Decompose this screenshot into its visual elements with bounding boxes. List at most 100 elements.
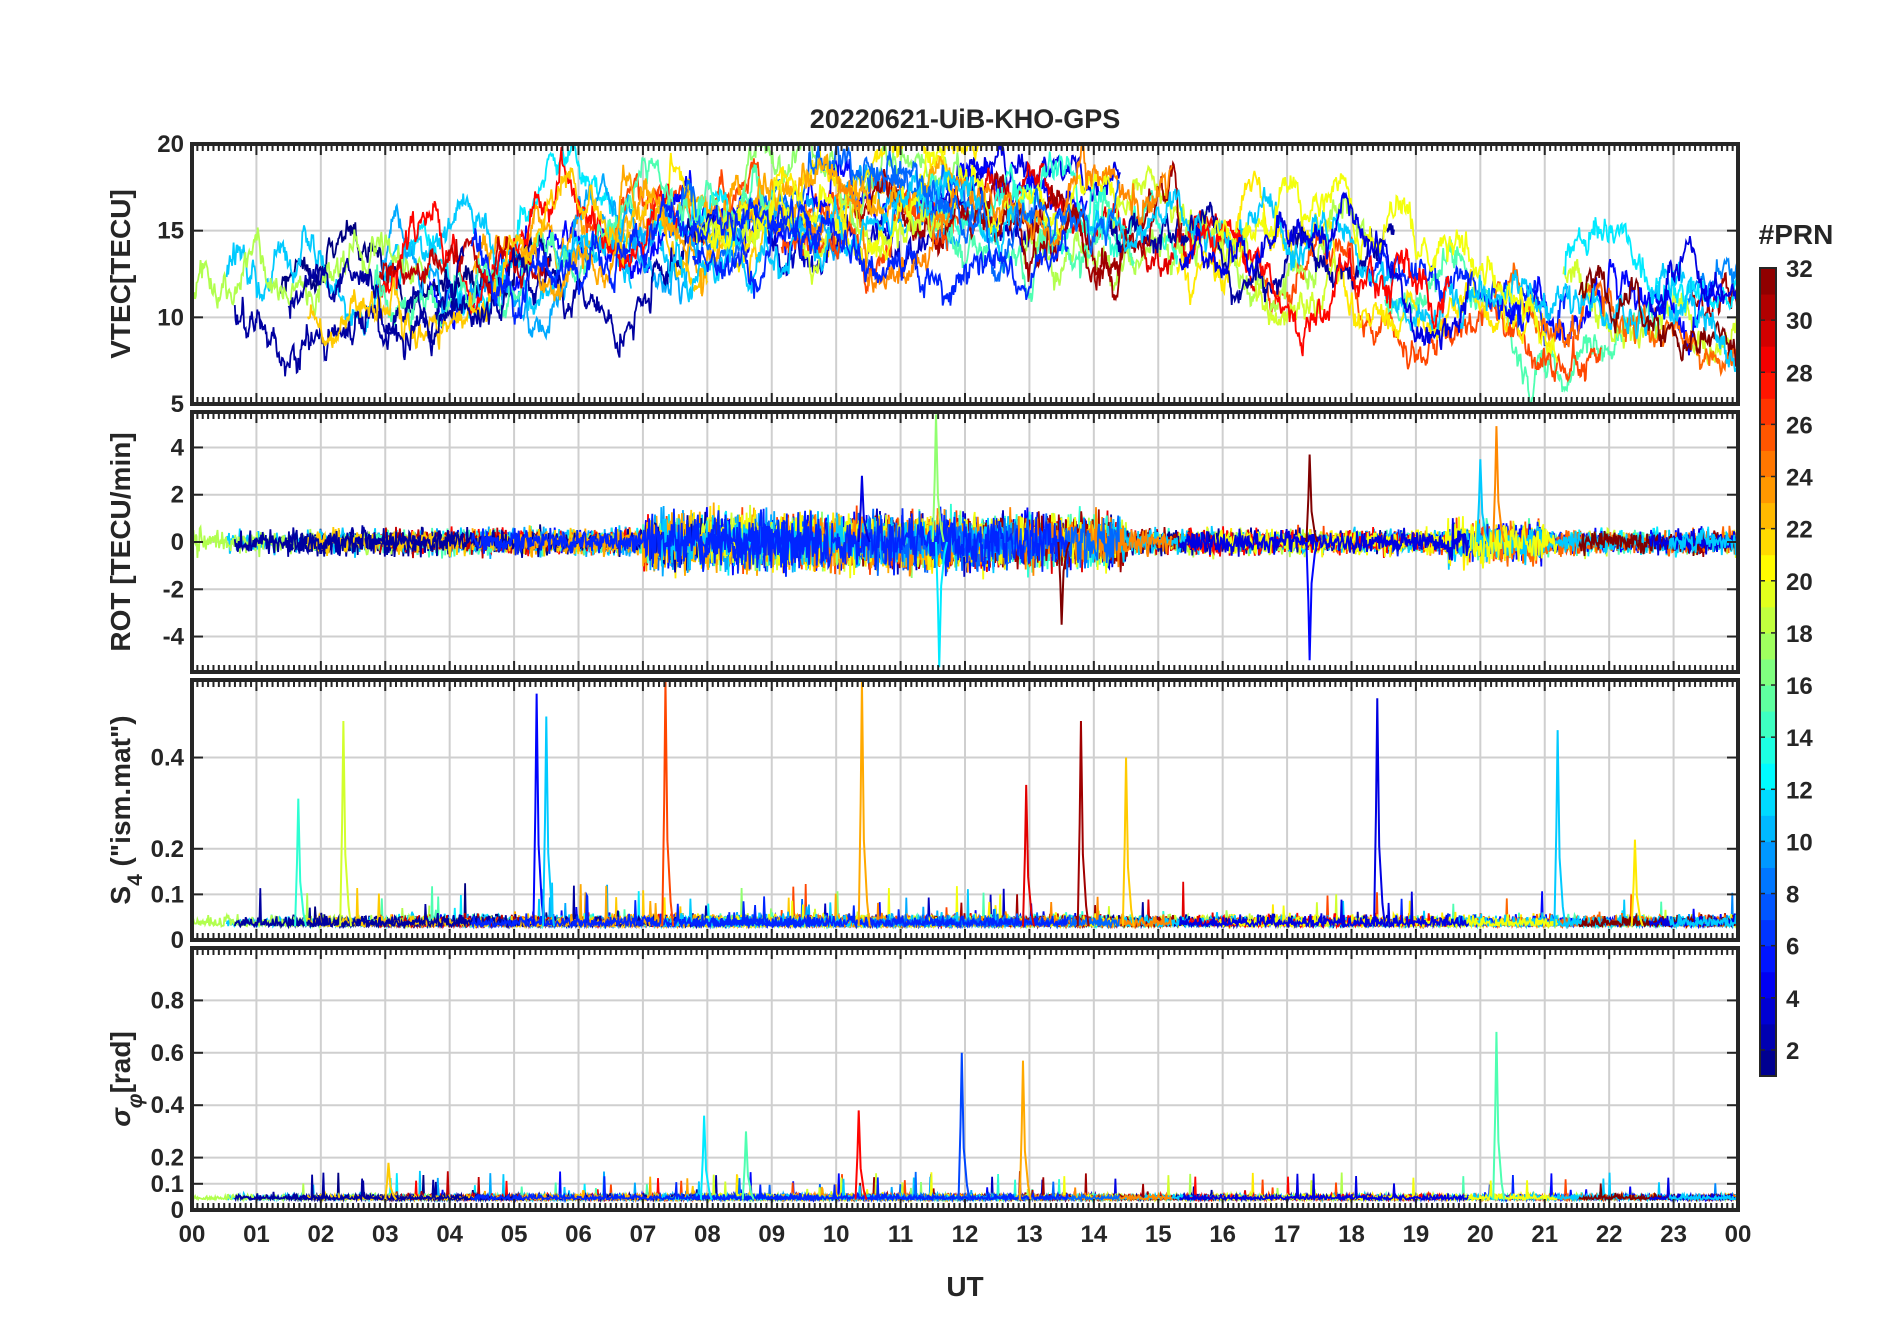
y-tick-label: 2 [171, 482, 184, 509]
spike-mark [294, 798, 307, 927]
y-axis-label-rot: ROT [TECU/min] [105, 432, 136, 651]
colorbar-segment [1760, 945, 1776, 973]
colorbar-tick-label: 8 [1786, 882, 1799, 909]
colorbar-segment [1760, 997, 1776, 1025]
series-line-prn-4 [1648, 235, 1738, 318]
series-line-prn-4 [1179, 891, 1469, 930]
colorbar-segment [1760, 737, 1776, 764]
series-line-prn-4 [1179, 191, 1470, 350]
colorbar-tick-label: 16 [1786, 673, 1813, 700]
spike-mark [1373, 698, 1386, 927]
series-line-prn-32 [1578, 1183, 1738, 1203]
series-line-prn-11 [1668, 913, 1738, 930]
colorbar-segment [1760, 372, 1776, 399]
colorbar-segment [1760, 1023, 1776, 1051]
series-line-prn-10 [554, 164, 975, 305]
panel-sigma: 00.10.2 0.4 0.6 0.8σφ[rad] [105, 946, 1740, 1224]
traces-sigma [192, 1031, 1738, 1204]
spike-mark [1492, 1031, 1506, 1200]
series-line-prn-6 [692, 896, 1069, 930]
series-line-prn-6 [692, 210, 1069, 306]
colorbar-segment [1760, 346, 1776, 373]
y-tick-label: 0.4 [151, 1092, 185, 1119]
colorbar-segment [1760, 763, 1776, 790]
spike-mark [1018, 1060, 1032, 1200]
colorbar-segment [1760, 554, 1776, 582]
colorbar-segment [1760, 711, 1776, 738]
x-tick-label: 17 [1274, 1221, 1301, 1248]
colorbar-segment [1760, 528, 1776, 556]
y-tick-label: 10 [157, 304, 184, 331]
y-axis-label-s4: S4 ("ism.mat") [105, 715, 147, 904]
series-line-prn-2 [287, 205, 718, 361]
chart-title: 20220621-UiB-KHO-GPS [810, 104, 1121, 134]
spike-mark [857, 475, 871, 543]
x-tick-label: 06 [565, 1221, 592, 1248]
spike-mark [1121, 757, 1135, 927]
spike-mark [1630, 839, 1644, 927]
spike-mark [1305, 454, 1319, 543]
y-tick-label: 0.1 [151, 1171, 184, 1198]
y-tick-label: 5 [171, 391, 184, 418]
colorbar-tick-label: 26 [1786, 412, 1813, 439]
colorbar-tick-label: 18 [1786, 621, 1813, 648]
x-tick-label: 03 [372, 1221, 399, 1248]
series-line-prn-9 [1687, 256, 1738, 306]
colorbar-segment [1760, 476, 1776, 504]
colorbar-segment [1760, 294, 1776, 321]
x-tick-label: 14 [1080, 1221, 1107, 1248]
spike-mark [935, 541, 948, 668]
colorbar-tick-label: 12 [1786, 777, 1813, 804]
series-line-prn-20 [710, 144, 1120, 270]
series-line-prn-28 [377, 146, 679, 317]
series-line-prn-11 [1668, 1191, 1738, 1202]
series-line-prn-6 [470, 193, 822, 325]
colorbar-segment [1760, 398, 1776, 425]
colorbar-tick-label: 30 [1786, 308, 1813, 335]
panel-s4: 0 0.1 0.2 0.4S4 ("ism.mat") [105, 678, 1740, 954]
series-line-prn-2 [287, 1172, 718, 1203]
y-axis-label-vtec: VTEC[TECU] [105, 189, 136, 359]
series-line-prn-30 [378, 236, 550, 296]
spike-mark [1057, 541, 1071, 625]
spike-mark [384, 1162, 398, 1201]
panel-rot: -4 -2 0 2 4 ROT [TECU/min] [105, 410, 1740, 674]
y-tick-label: 0.8 [151, 987, 184, 1014]
x-tick-label: 01 [243, 1221, 270, 1248]
x-tick-label: 11 [888, 1221, 913, 1248]
y-tick-label: 0 [171, 927, 184, 954]
x-tick-label: 16 [1209, 1221, 1236, 1248]
spike-mark [741, 1131, 755, 1200]
colorbar-segment [1760, 919, 1776, 947]
x-tick-label: 15 [1145, 1221, 1172, 1248]
colorbar-segment [1760, 893, 1776, 921]
colorbar-tick-label: 22 [1786, 517, 1813, 544]
x-tick-label: 22 [1596, 1221, 1623, 1248]
series-line-prn-28 [1187, 219, 1451, 357]
spike-mark [854, 1110, 868, 1200]
y-tick-label: 0.2 [151, 836, 184, 863]
x-tick-label: 18 [1338, 1221, 1365, 1248]
series-line-prn-18 [192, 227, 431, 316]
x-axis-label: UT [946, 1271, 983, 1302]
colorbar-segment [1760, 580, 1776, 608]
series-line-prn-32 [1578, 265, 1738, 367]
y-tick-label: 0.6 [151, 1040, 184, 1067]
spike-mark [1305, 541, 1319, 661]
colorbar-tick-label: 4 [1786, 986, 1800, 1013]
traces-rot [192, 414, 1738, 668]
x-tick-label: 00 [1725, 1221, 1752, 1248]
series-line-prn-20 [1213, 173, 1559, 363]
series-line-prn-4 [1179, 1173, 1469, 1204]
colorbar-tick-label: 6 [1786, 934, 1799, 961]
colorbar-label: #PRN [1759, 219, 1834, 250]
spike-mark [1553, 730, 1567, 927]
series-line-prn-11 [225, 193, 632, 336]
series-line-prn-19 [1105, 164, 1340, 326]
x-tick-label: 19 [1403, 1221, 1430, 1248]
series-line-prn-5 [1495, 258, 1723, 356]
spike-mark [957, 1052, 971, 1200]
series-line-prn-6 [1366, 246, 1568, 346]
spike-mark [532, 693, 546, 927]
